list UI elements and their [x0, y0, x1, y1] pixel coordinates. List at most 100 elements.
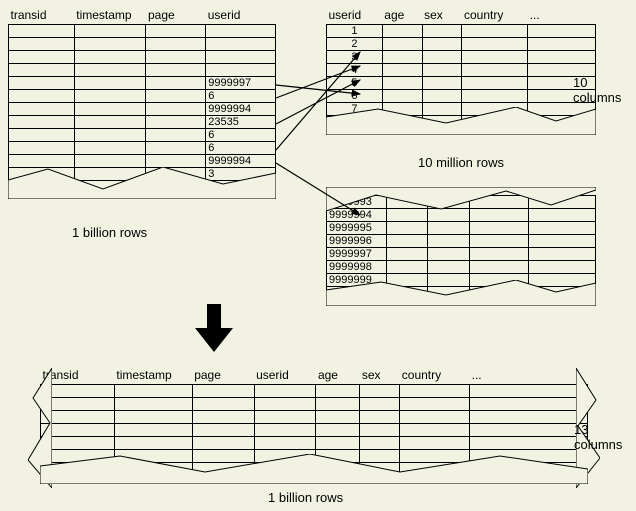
- cell: 9999995: [327, 222, 387, 235]
- cell: [462, 50, 528, 63]
- cell: [146, 102, 206, 115]
- cell: [192, 436, 254, 449]
- cell: [469, 235, 528, 248]
- table-row: 9999999: [327, 274, 596, 287]
- cell: [316, 384, 360, 397]
- cell: [428, 209, 469, 222]
- cell: [74, 154, 146, 167]
- cell: [41, 384, 115, 397]
- cell: 5: [327, 76, 383, 89]
- cell: 6: [206, 89, 276, 102]
- cell: 9999998: [327, 261, 387, 274]
- cell: [74, 167, 146, 180]
- col-header: country: [400, 368, 470, 384]
- cell: [206, 24, 276, 37]
- col-header: transid: [9, 8, 75, 24]
- table-row: 8: [327, 115, 596, 128]
- cell: [428, 287, 469, 300]
- table-row: [9, 50, 276, 63]
- table-row: 9999994: [327, 209, 596, 222]
- table-row: [41, 423, 588, 436]
- cell: [428, 274, 469, 287]
- cell: [206, 63, 276, 76]
- cell: [360, 449, 400, 462]
- table-row: 9999998: [327, 261, 596, 274]
- cell: [316, 449, 360, 462]
- cell: 9999994: [206, 102, 276, 115]
- cell: [400, 436, 470, 449]
- table-row: [41, 397, 588, 410]
- cell: [254, 449, 316, 462]
- cell: [462, 76, 528, 89]
- cell: [360, 436, 400, 449]
- left-label: 1 billion rows: [72, 225, 147, 240]
- table-row: 9999993: [327, 196, 596, 209]
- cell: [528, 287, 595, 300]
- cell: [387, 235, 428, 248]
- cell: 9999997: [206, 76, 276, 89]
- cell: [428, 248, 469, 261]
- cell: [422, 24, 462, 37]
- cell: [254, 410, 316, 423]
- col-header: sex: [360, 368, 400, 384]
- cell: [528, 274, 595, 287]
- cell: 7: [327, 102, 383, 115]
- col-header: ...: [528, 8, 596, 24]
- cell: [422, 76, 462, 89]
- table-row: [9, 63, 276, 76]
- cell: [360, 462, 400, 475]
- cell: [528, 115, 596, 128]
- table-row: 3: [9, 167, 276, 180]
- cell: [114, 449, 192, 462]
- table-row: 6: [9, 89, 276, 102]
- cell: 9999993: [327, 196, 387, 209]
- cell: [74, 24, 146, 37]
- cell: [9, 180, 75, 193]
- table-row: 6: [9, 141, 276, 154]
- cell: [74, 89, 146, 102]
- cell: [192, 410, 254, 423]
- cell: [74, 115, 146, 128]
- cell: [387, 248, 428, 261]
- table-row: 9999994: [9, 154, 276, 167]
- cell: 9999999: [327, 274, 387, 287]
- cell: [74, 141, 146, 154]
- cell: 3: [327, 50, 383, 63]
- table-row: 4: [327, 63, 596, 76]
- cell: [74, 102, 146, 115]
- cell: [387, 274, 428, 287]
- cell: [41, 410, 115, 423]
- cell: [400, 423, 470, 436]
- down-arrow-icon: [195, 304, 233, 352]
- cell: [146, 50, 206, 63]
- cell: [316, 436, 360, 449]
- cell: [387, 287, 428, 300]
- cell: [469, 274, 528, 287]
- cell: [382, 89, 422, 102]
- cell: [146, 154, 206, 167]
- left-table: transid timestamp page userid 9999997699…: [8, 8, 276, 194]
- cell: [146, 89, 206, 102]
- cell: [114, 397, 192, 410]
- cell: [528, 37, 596, 50]
- cell: [74, 37, 146, 50]
- result-rows-label: 1 billion rows: [268, 490, 343, 505]
- col-header: country: [462, 8, 528, 24]
- cell: [470, 462, 588, 475]
- cell: [528, 196, 595, 209]
- cell: [41, 436, 115, 449]
- cell: [469, 248, 528, 261]
- col-header: transid: [41, 368, 115, 384]
- right-top-grid: userid age sex country ... 12345678: [326, 8, 596, 129]
- col-header: ...: [470, 368, 588, 384]
- cell: [254, 462, 316, 475]
- cell: 100000000: [327, 287, 387, 300]
- cell: [422, 50, 462, 63]
- cell: [41, 397, 115, 410]
- cell: [114, 436, 192, 449]
- table-row: 1: [327, 24, 596, 37]
- cell: [462, 89, 528, 102]
- cell: [316, 397, 360, 410]
- cell: [387, 261, 428, 274]
- cell: [382, 102, 422, 115]
